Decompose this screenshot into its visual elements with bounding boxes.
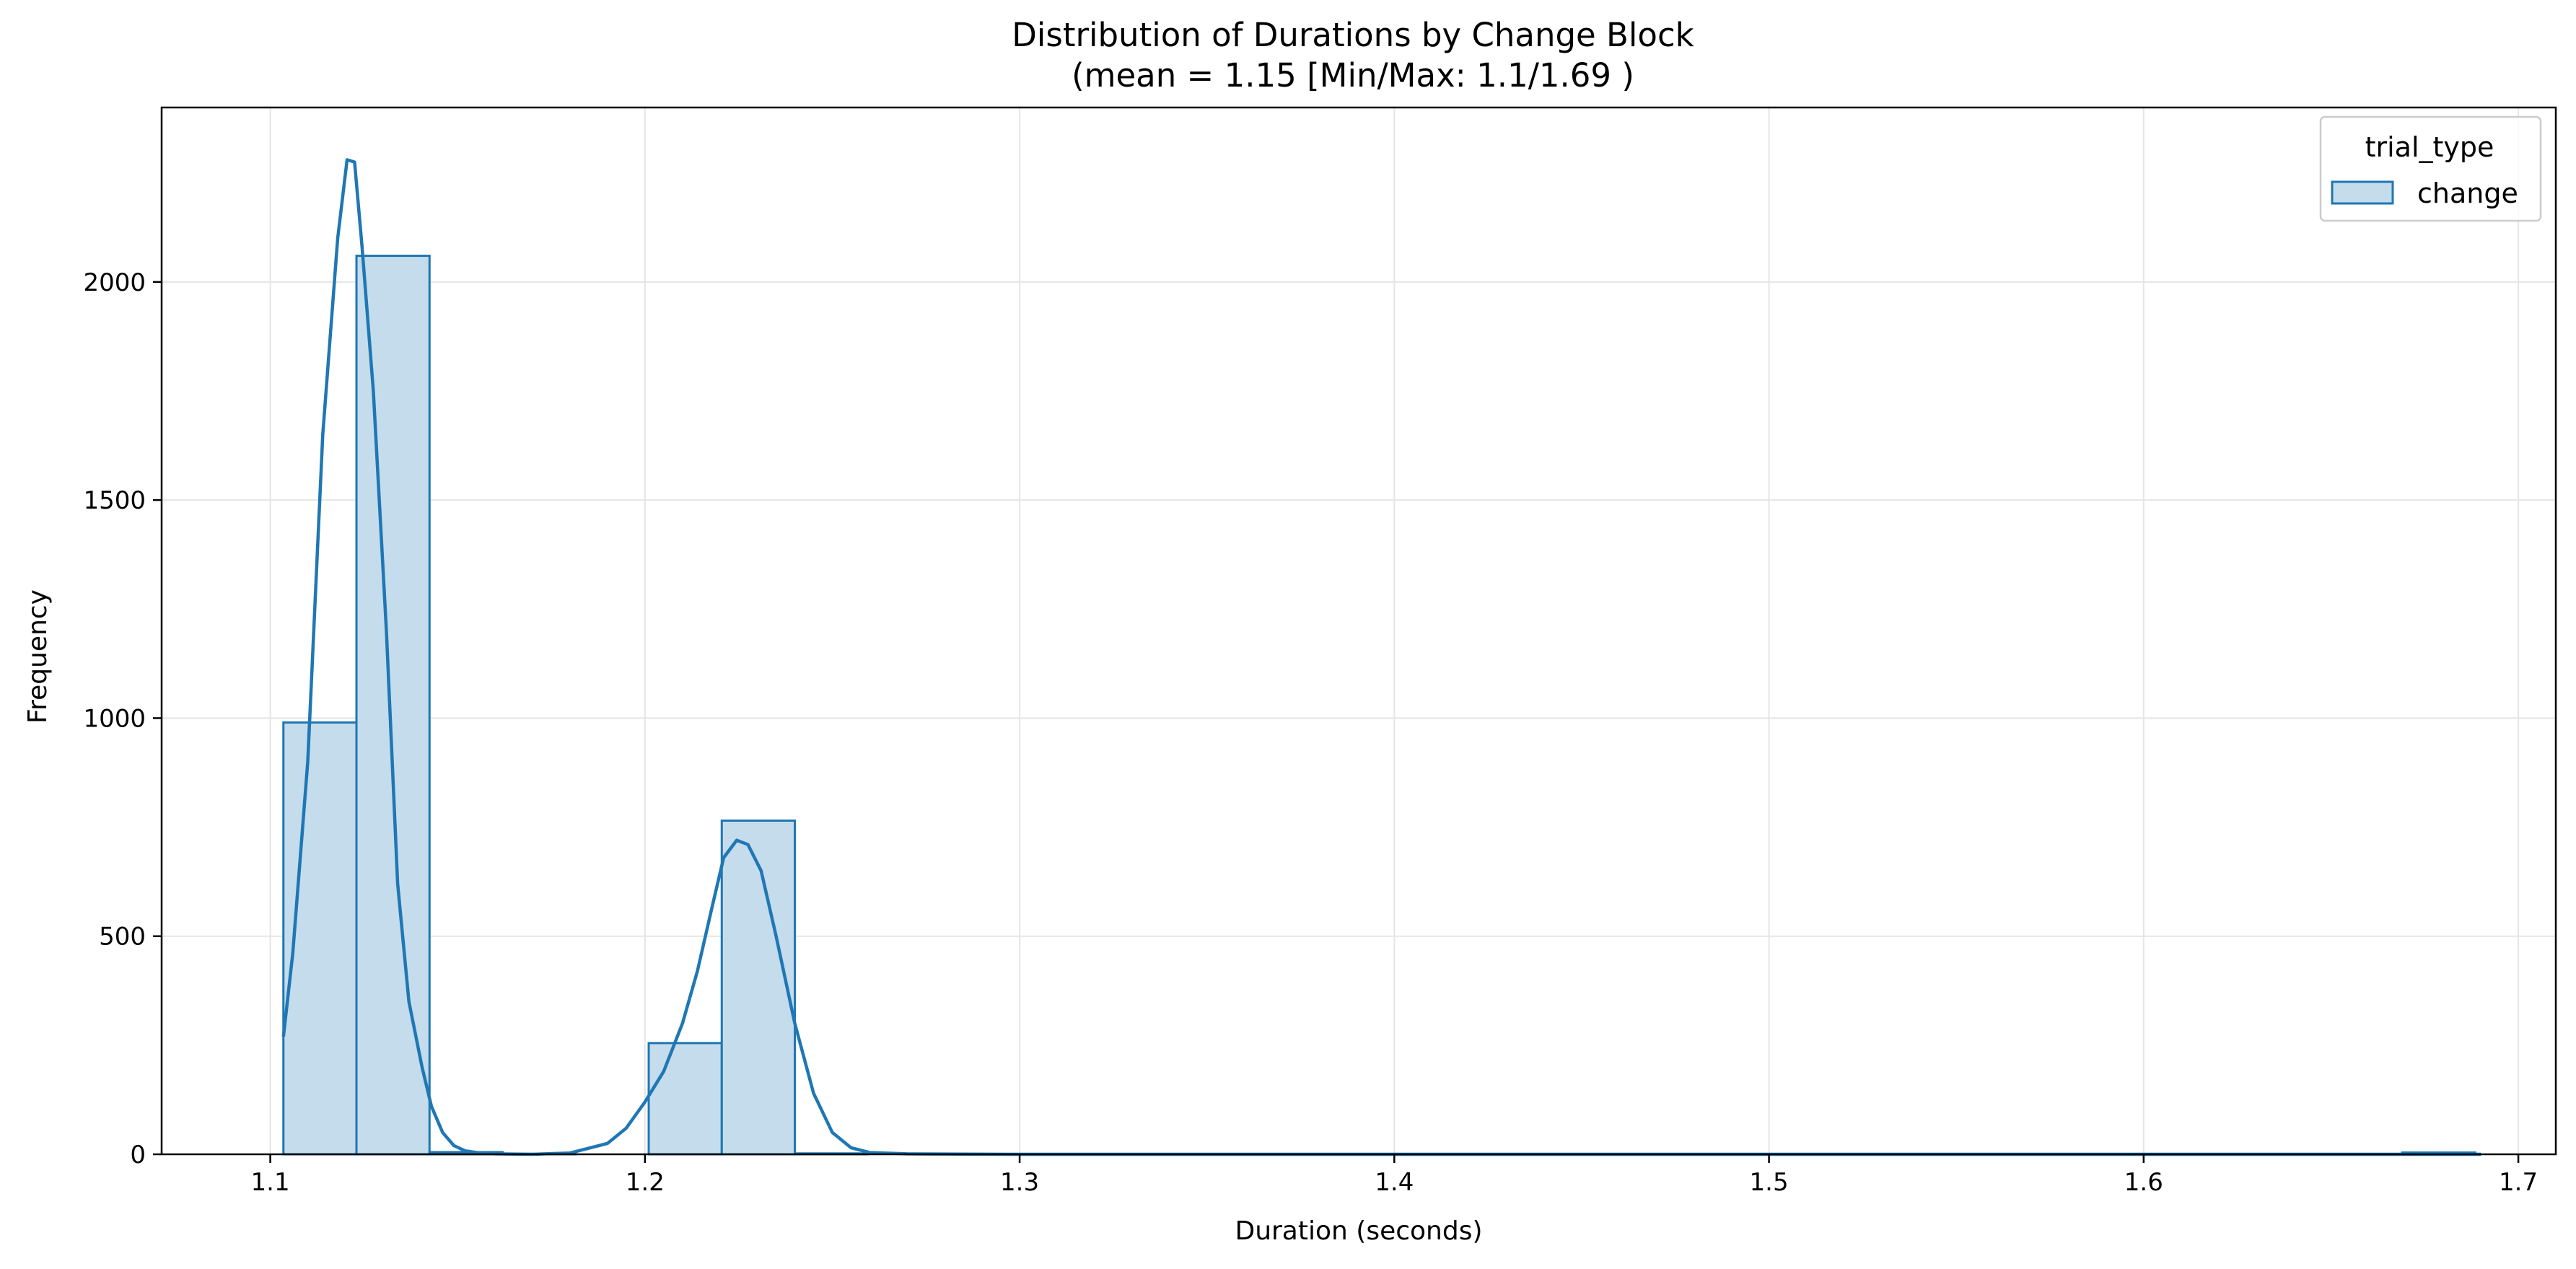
x-tick-label-5: 1.6: [2124, 1168, 2163, 1197]
x-axis-ticks: 1.1 1.2 1.3 1.4 1.5 1.6 1.7: [251, 1154, 2538, 1197]
x-tick-label-2: 1.3: [1000, 1168, 1039, 1197]
x-axis-label: Duration (seconds): [1235, 1216, 1482, 1246]
chart-subtitle: (mean = 1.15 [Min/Max: 1.1/1.69 ): [1072, 56, 1634, 95]
y-tick-label-2: 1000: [83, 704, 146, 733]
histogram-bars: [282, 255, 2476, 1156]
x-tick-label-6: 1.7: [2499, 1168, 2538, 1197]
y-tick-label-3: 1500: [83, 486, 146, 515]
y-axis-label: Frequency: [23, 589, 53, 724]
y-tick-label-0: 0: [130, 1141, 146, 1169]
legend: trial_type change: [2319, 115, 2542, 222]
histogram-bar-6: [720, 819, 797, 1156]
chart-title: Distribution of Durations by Change Bloc…: [1012, 16, 1694, 54]
y-tick-label-1: 500: [99, 923, 146, 952]
y-axis-ticks: 0 500 1000 1500 2000: [83, 268, 162, 1169]
x-tick-label-1: 1.2: [626, 1168, 665, 1197]
legend-label-change: change: [2417, 177, 2518, 209]
histogram-bar-1: [355, 255, 431, 1156]
histogram-bar-5: [647, 1042, 723, 1156]
x-tick-label-3: 1.4: [1375, 1168, 1414, 1197]
y-tick-label-4: 2000: [83, 268, 146, 297]
plot-frame: [160, 106, 2557, 1156]
x-tick-label-4: 1.5: [1750, 1168, 1789, 1197]
legend-title: trial_type: [2365, 131, 2494, 163]
kde-curve: [281, 158, 2481, 1156]
legend-swatch-change: [2331, 180, 2394, 205]
histogram-bar-0: [282, 721, 358, 1156]
x-tick-label-0: 1.1: [251, 1168, 290, 1197]
